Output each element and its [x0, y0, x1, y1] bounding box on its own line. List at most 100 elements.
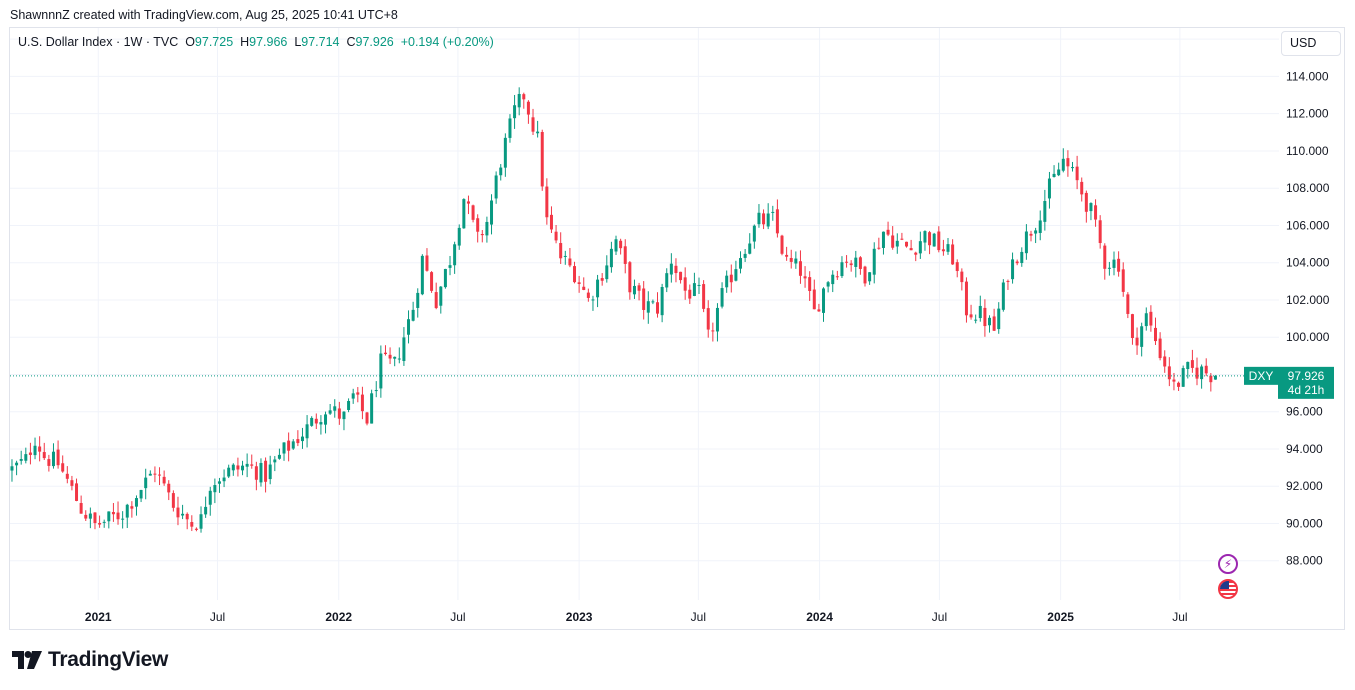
candle: [494, 171, 498, 204]
candle: [264, 457, 268, 493]
candle: [328, 403, 332, 415]
candle-body: [729, 274, 733, 283]
candle: [420, 254, 424, 296]
candle: [900, 232, 904, 241]
candle: [905, 241, 909, 248]
candle: [93, 512, 97, 530]
candle-body: [798, 261, 802, 276]
candle-body: [822, 288, 826, 313]
us-flag-icon[interactable]: [1218, 579, 1238, 599]
candle-body: [660, 287, 664, 316]
candle-body: [637, 285, 641, 291]
candle: [1126, 292, 1130, 319]
candle: [42, 442, 46, 461]
candle-body: [466, 201, 470, 204]
candle-body: [305, 424, 309, 439]
candle: [1200, 364, 1204, 389]
candle-body: [1158, 338, 1162, 359]
candle: [1015, 259, 1019, 266]
candle-body: [494, 175, 498, 199]
candle: [881, 231, 885, 255]
candle: [351, 388, 355, 404]
candle: [955, 259, 959, 278]
y-axis: 116.000114.000112.000110.000108.000106.0…: [1286, 32, 1330, 568]
candle: [785, 246, 789, 261]
candle: [167, 480, 171, 501]
candle-body: [1163, 356, 1167, 367]
candle: [674, 258, 678, 283]
candle-body: [1094, 205, 1098, 220]
close-value: 97.926: [355, 35, 394, 49]
candle: [268, 455, 272, 485]
candle-body: [144, 477, 148, 489]
candle: [503, 133, 507, 177]
candle: [1038, 210, 1042, 241]
candle-body: [619, 240, 623, 249]
candle-body: [872, 248, 876, 275]
candle: [245, 453, 249, 478]
candle: [688, 284, 692, 304]
candle: [545, 178, 549, 225]
currency-button[interactable]: USD: [1281, 31, 1341, 56]
candle: [75, 478, 79, 502]
y-tick-label: 114.000: [1286, 69, 1329, 83]
bolt-icon[interactable]: ⚡: [1218, 554, 1238, 574]
candle-body: [167, 483, 171, 493]
candle-body: [24, 454, 28, 461]
symbol-tag: DXY: [1249, 369, 1274, 383]
tradingview-logo[interactable]: TradingView: [12, 648, 168, 672]
candle-body: [393, 356, 397, 359]
candle: [632, 279, 636, 299]
candle-body: [111, 512, 115, 515]
candle: [596, 274, 600, 308]
candle: [637, 282, 641, 301]
candle: [997, 302, 1001, 334]
candle: [941, 239, 945, 256]
candle-body: [125, 504, 129, 518]
candle-body: [526, 101, 530, 115]
candle: [706, 300, 710, 338]
candle-body: [227, 467, 231, 477]
candle-body: [79, 503, 83, 514]
candle-body: [480, 234, 484, 236]
y-tick-label: 94.000: [1286, 442, 1323, 456]
candle: [932, 232, 936, 247]
candle-body: [646, 301, 650, 313]
candle: [1112, 251, 1116, 276]
candle-body: [171, 493, 175, 508]
candle: [909, 239, 913, 251]
candle-body: [139, 489, 143, 499]
candle: [1089, 202, 1093, 221]
candle: [858, 256, 862, 275]
candle: [757, 204, 761, 228]
candle-body: [296, 439, 300, 444]
candle-body: [923, 231, 927, 243]
candle-body: [448, 265, 452, 268]
candle-body: [1172, 379, 1176, 382]
candle-body: [665, 273, 669, 288]
candle: [291, 439, 295, 450]
candle: [554, 224, 558, 244]
candle: [337, 401, 341, 425]
candle: [383, 345, 387, 356]
candle: [430, 271, 434, 293]
candle-body: [420, 255, 424, 295]
candle: [508, 114, 512, 143]
candle-body: [1190, 360, 1194, 368]
candle-body: [1117, 258, 1121, 272]
candle-body: [858, 257, 862, 269]
candle: [111, 503, 115, 522]
candle-body: [517, 93, 521, 108]
high-value: 97.966: [249, 35, 288, 49]
candle-body: [347, 400, 351, 410]
candle-body: [56, 449, 60, 466]
candle-body: [222, 477, 226, 482]
candle-body: [928, 232, 932, 246]
candle-body: [365, 412, 369, 424]
tradingview-logo-icon: [12, 651, 42, 669]
candle: [1107, 261, 1111, 276]
candle: [453, 241, 457, 274]
candle: [646, 291, 650, 324]
candle-body: [609, 248, 613, 268]
